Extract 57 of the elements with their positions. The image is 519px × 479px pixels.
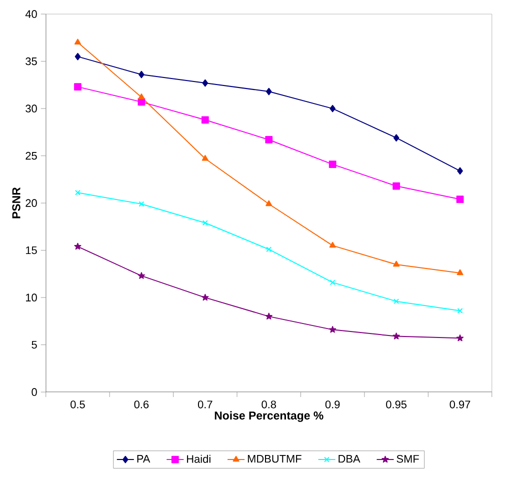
point <box>138 94 145 100</box>
point <box>456 334 464 342</box>
point <box>265 312 272 320</box>
point <box>74 38 81 44</box>
point <box>394 298 400 304</box>
point <box>201 116 209 124</box>
point <box>202 294 209 301</box>
point <box>457 167 463 175</box>
y-tick-label: 25 <box>26 152 37 160</box>
x-axis-title: Noise Percentage % <box>214 411 324 422</box>
y-tick-label: 0 <box>32 388 37 396</box>
point <box>456 269 464 276</box>
point <box>266 246 272 252</box>
point <box>202 79 208 87</box>
point <box>392 332 400 340</box>
point <box>329 326 336 333</box>
point <box>330 280 336 286</box>
x-tick-label: 0.5 <box>70 400 85 408</box>
legend-label: SMF <box>396 454 419 463</box>
y-axis-title: PSNR <box>12 187 20 218</box>
point <box>392 182 400 190</box>
x-tick-label: 0.95 <box>386 400 406 408</box>
legend-label: PA <box>137 455 150 463</box>
point <box>328 160 336 168</box>
x-tick-label: 0.8 <box>262 400 276 408</box>
point <box>138 201 144 207</box>
legend-label: Haidi <box>187 454 210 463</box>
point <box>202 220 208 226</box>
y-tick-label: 10 <box>26 294 37 302</box>
y-tick-label: 15 <box>26 246 37 254</box>
point <box>393 260 400 267</box>
x-tick-label: 0.7 <box>198 400 212 408</box>
point <box>74 52 81 60</box>
x-tick-label: 0.9 <box>325 400 340 408</box>
legend-label: DBA <box>338 455 360 463</box>
point <box>138 272 145 279</box>
y-tick-label: 35 <box>26 57 37 66</box>
legend-label: MDBUTMF <box>248 455 302 463</box>
point <box>266 200 272 206</box>
point <box>456 196 464 203</box>
point <box>74 190 80 196</box>
y-tick-label: 5 <box>32 340 37 349</box>
point <box>329 242 336 248</box>
point <box>74 242 82 250</box>
point <box>138 70 144 78</box>
y-tick-label: 40 <box>25 10 37 18</box>
x-tick-label: 0.6 <box>134 400 149 408</box>
point <box>457 308 463 314</box>
point <box>202 154 208 161</box>
point <box>266 88 272 96</box>
x-tick-label: 0.97 <box>450 400 470 408</box>
point <box>265 136 273 144</box>
point <box>330 104 336 112</box>
y-tick-label: 20 <box>26 199 37 207</box>
y-tick-label: 30 <box>26 104 37 112</box>
point <box>393 134 400 142</box>
point <box>74 83 82 91</box>
